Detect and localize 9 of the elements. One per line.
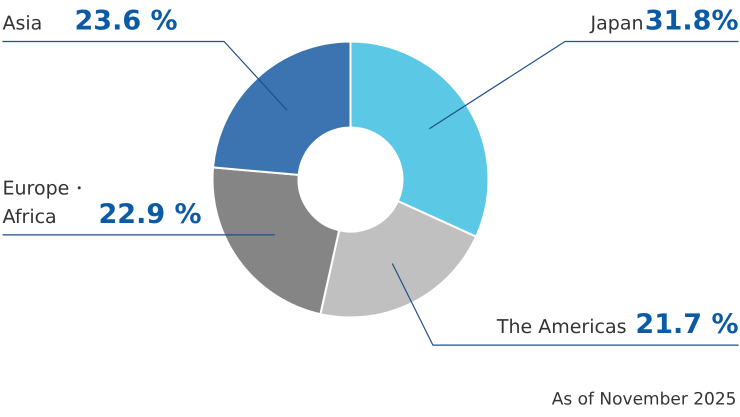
slice-label: Japan [590, 12, 644, 34]
data-label: 23.6 % [74, 6, 178, 36]
data-label: 22.9 % [98, 198, 202, 230]
data-label: 21.7 % [635, 309, 739, 340]
slice-label: The Americas [496, 316, 627, 338]
text: As of November 2025 [552, 390, 737, 410]
slice-label: Europe・ Africa [2, 177, 88, 228]
data-label: 31.8% [644, 6, 738, 36]
slice-label: Asia [2, 12, 42, 34]
